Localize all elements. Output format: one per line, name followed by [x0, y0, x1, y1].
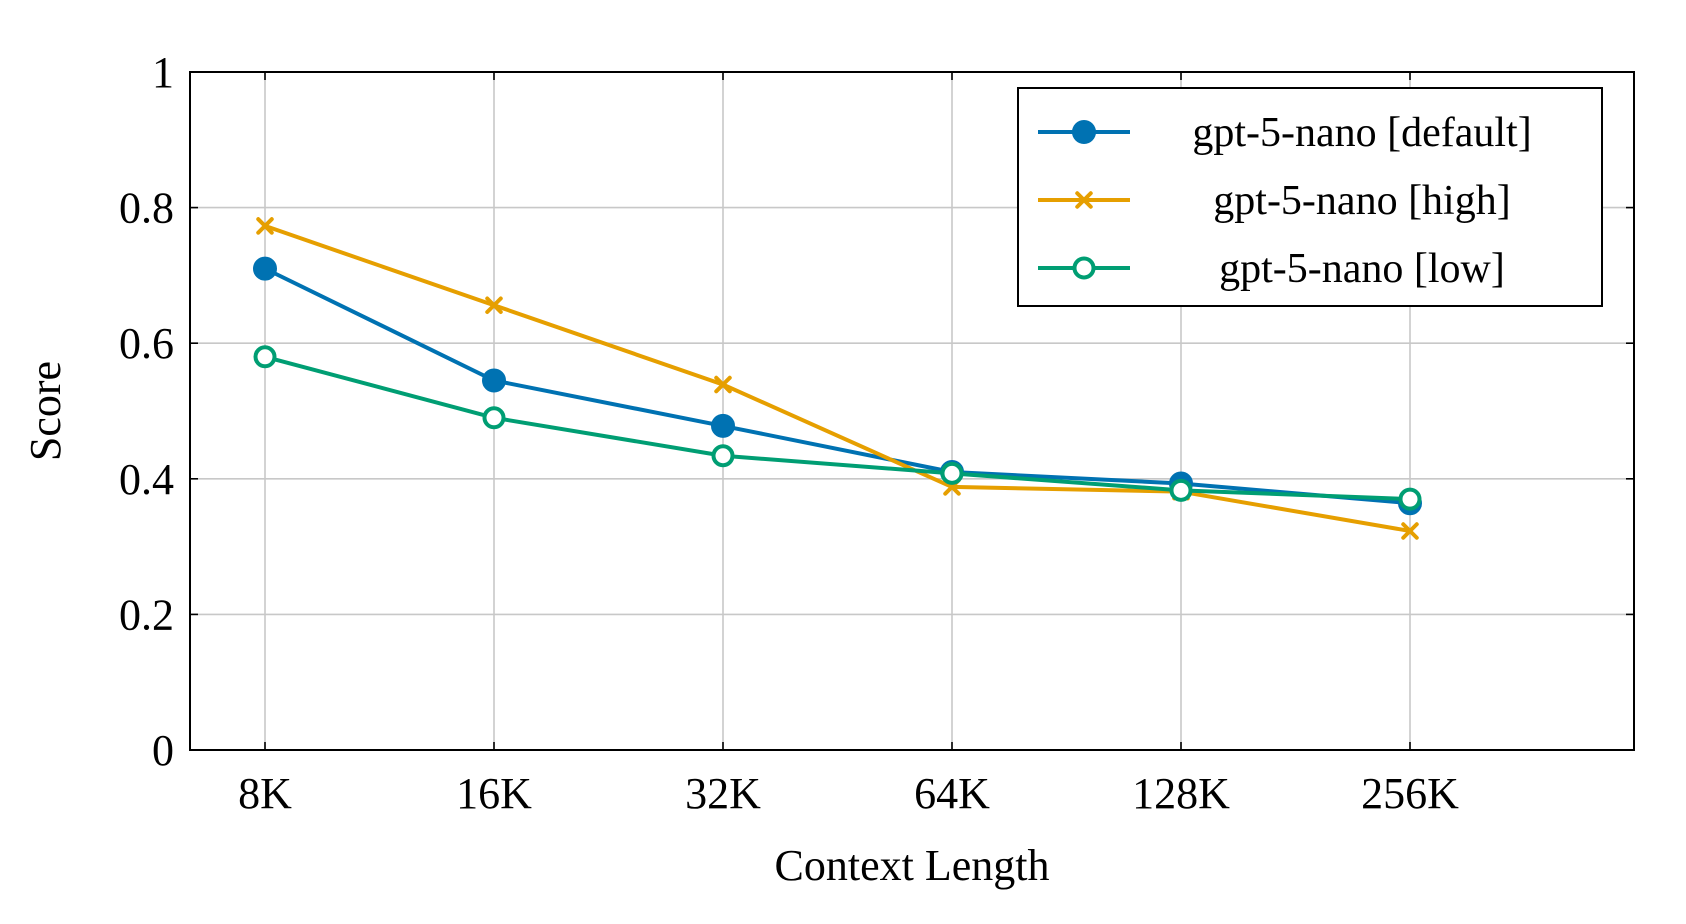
y-axis-label: Score — [21, 361, 70, 461]
legend-label: gpt-5-nano [high] — [1213, 178, 1510, 224]
x-tick-label: 16K — [456, 769, 532, 818]
data-point — [940, 461, 964, 485]
legend-swatch-marker — [1072, 256, 1096, 280]
y-axis-ticks: 0 0.2 0.4 0.6 0.8 1 — [119, 48, 1634, 775]
data-point — [711, 413, 735, 438]
data-point — [1398, 487, 1422, 511]
legend-entry: gpt-5-nano [high] — [1038, 178, 1511, 224]
y-tick-label: 0.2 — [119, 590, 174, 639]
legend-entry: gpt-5-nano [low] — [1038, 246, 1505, 292]
y-tick-label: 0.4 — [119, 455, 174, 504]
y-tick-label: 0 — [152, 726, 174, 775]
legend-label: gpt-5-nano [default] — [1192, 110, 1531, 156]
x-tick-label: 256K — [1361, 769, 1459, 818]
legend: gpt-5-nano [default] gpt-5-nano [high] gpt… — [1017, 87, 1603, 307]
x-tick-label: 64K — [914, 769, 990, 818]
x-axis-ticks: 8K 16K 32K 64K 128K 256K — [238, 72, 1459, 818]
data-point — [1401, 522, 1419, 540]
series-line — [264, 224, 1411, 533]
data-point — [482, 406, 506, 430]
legend-label: gpt-5-nano [low] — [1219, 246, 1505, 292]
plot-frame — [189, 71, 1635, 751]
data-point — [253, 256, 277, 281]
data-point — [482, 368, 506, 393]
y-tick-label: 1 — [152, 48, 174, 97]
plot-area — [253, 217, 1422, 540]
data-point — [485, 296, 503, 314]
series-2 — [253, 345, 1422, 511]
legend-entry: gpt-5-nano [default] — [1038, 110, 1532, 156]
y-tick-label: 0.6 — [119, 319, 174, 368]
legend-swatch-marker — [1075, 191, 1093, 209]
x-tick-label: 32K — [685, 769, 761, 818]
x-tick-label: 8K — [238, 769, 292, 818]
legend-swatch-marker — [1072, 120, 1096, 144]
data-point — [1169, 478, 1193, 502]
x-axis-label: Context Length — [775, 841, 1050, 890]
x-tick-label: 128K — [1132, 769, 1230, 818]
data-point — [256, 217, 274, 235]
data-point — [711, 444, 735, 468]
data-point — [253, 345, 277, 369]
series-line — [264, 266, 1411, 506]
data-point — [714, 375, 732, 394]
y-tick-label: 0.8 — [119, 184, 174, 233]
series-line — [264, 354, 1411, 502]
